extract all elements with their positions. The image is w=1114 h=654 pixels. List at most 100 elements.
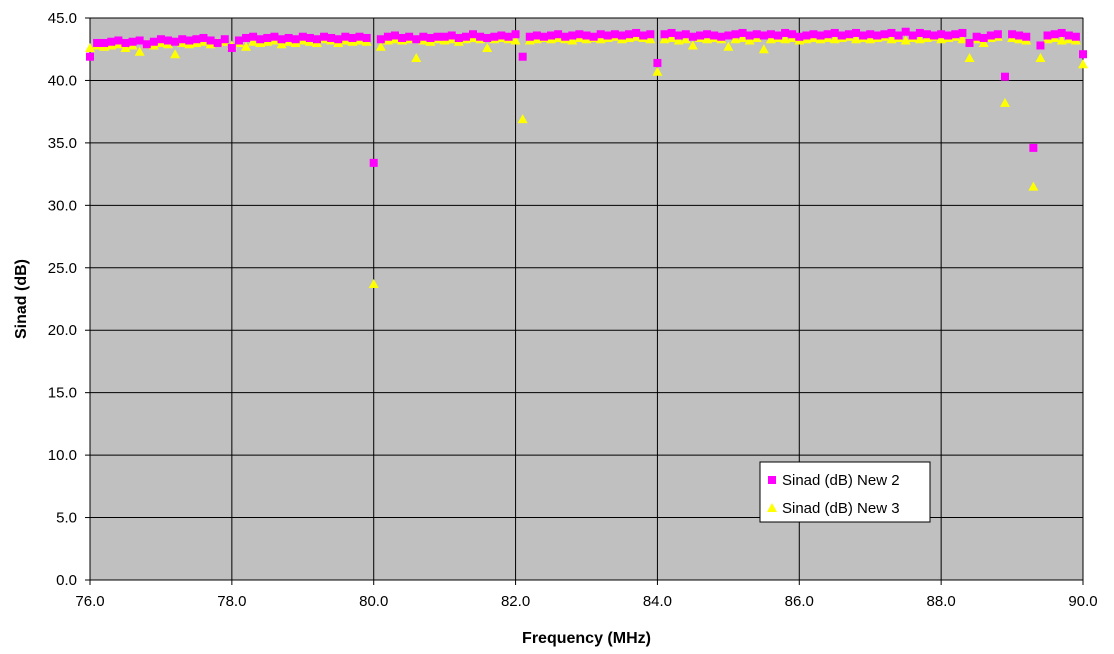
y-tick-label: 35.0 bbox=[48, 135, 77, 152]
data-point-triangle bbox=[411, 52, 422, 62]
data-point-triangle bbox=[482, 42, 493, 52]
data-point-square bbox=[334, 35, 343, 44]
data-point-square bbox=[178, 35, 187, 44]
data-point-square bbox=[596, 30, 605, 39]
data-point-square bbox=[1064, 31, 1073, 40]
data-point-triangle bbox=[765, 34, 776, 44]
data-point-square bbox=[185, 36, 194, 45]
data-point-square bbox=[256, 35, 265, 44]
x-tick-label: 80.0 bbox=[359, 593, 388, 610]
series-1 bbox=[86, 27, 1087, 167]
data-point-square bbox=[908, 31, 917, 40]
series-layer bbox=[85, 27, 1088, 289]
data-point-square bbox=[440, 32, 449, 41]
x-tick-label: 86.0 bbox=[785, 593, 814, 610]
data-point-square bbox=[653, 58, 662, 67]
data-point-square bbox=[390, 31, 399, 40]
data-point-square bbox=[774, 31, 783, 40]
data-point-square bbox=[355, 32, 364, 41]
data-point-square bbox=[866, 30, 875, 39]
data-point-square bbox=[171, 37, 180, 46]
data-point-square bbox=[965, 38, 974, 47]
data-point-triangle bbox=[1056, 35, 1067, 45]
data-point-square bbox=[447, 31, 456, 40]
data-point-triangle bbox=[517, 114, 528, 124]
data-point-triangle bbox=[645, 34, 656, 44]
data-point-square bbox=[206, 36, 215, 45]
data-point-square bbox=[93, 38, 102, 47]
data-point-square bbox=[383, 32, 392, 41]
data-point-triangle bbox=[666, 32, 677, 42]
data-point-triangle bbox=[730, 34, 741, 44]
data-point-square bbox=[724, 31, 733, 40]
data-point-triangle bbox=[85, 42, 95, 52]
data-point-square bbox=[341, 32, 350, 41]
data-point-square bbox=[433, 32, 442, 41]
data-point-square bbox=[568, 31, 577, 40]
data-point-square bbox=[128, 37, 137, 46]
data-point-square bbox=[688, 32, 697, 41]
data-point-triangle bbox=[1028, 181, 1039, 191]
data-point-square bbox=[617, 31, 626, 40]
data-point-triangle bbox=[680, 34, 691, 44]
y-tick-label: 20.0 bbox=[48, 322, 77, 339]
data-point-triangle bbox=[368, 279, 379, 289]
data-point-square bbox=[816, 31, 825, 40]
data-point-triangle bbox=[758, 44, 769, 54]
data-point-square bbox=[554, 30, 563, 39]
data-point-square bbox=[114, 36, 123, 45]
data-point-triangle bbox=[1078, 59, 1088, 69]
data-point-square bbox=[823, 30, 832, 39]
data-point-triangle bbox=[687, 40, 698, 50]
data-point-square bbox=[242, 33, 251, 42]
data-point-triangle bbox=[248, 36, 259, 46]
legend-square-marker-icon bbox=[768, 476, 776, 484]
data-point-square bbox=[745, 31, 754, 40]
data-point-triangle bbox=[375, 41, 386, 51]
data-point-square bbox=[213, 38, 222, 47]
x-tick-label: 90.0 bbox=[1068, 593, 1097, 610]
data-point-triangle bbox=[999, 97, 1010, 107]
data-point-square bbox=[263, 33, 272, 42]
data-point-square bbox=[199, 33, 208, 42]
data-point-square bbox=[277, 35, 286, 44]
y-tick-label: 15.0 bbox=[48, 385, 77, 402]
y-tick-label: 5.0 bbox=[56, 510, 77, 527]
data-point-triangle bbox=[510, 35, 521, 45]
data-point-square bbox=[1071, 32, 1080, 41]
data-point-square bbox=[681, 30, 690, 39]
data-point-square bbox=[312, 35, 321, 44]
data-point-square bbox=[610, 30, 619, 39]
data-point-square bbox=[156, 35, 165, 44]
data-point-triangle bbox=[134, 46, 145, 56]
data-point-triangle bbox=[567, 35, 578, 45]
data-point-triangle bbox=[978, 37, 989, 47]
data-point-square bbox=[972, 32, 981, 41]
data-point-square bbox=[1029, 143, 1038, 152]
data-point-square bbox=[759, 31, 768, 40]
data-point-square bbox=[703, 30, 712, 39]
data-point-square bbox=[284, 33, 293, 42]
data-point-square bbox=[873, 31, 882, 40]
data-point-square bbox=[646, 30, 655, 39]
data-point-square bbox=[398, 33, 407, 42]
data-point-triangle bbox=[744, 35, 755, 45]
data-point-square bbox=[802, 31, 811, 40]
data-point-square bbox=[412, 35, 421, 44]
data-point-triangle bbox=[865, 34, 876, 44]
data-point-square bbox=[497, 31, 506, 40]
data-point-square bbox=[894, 31, 903, 40]
data-point-square bbox=[227, 43, 236, 52]
data-point-square bbox=[632, 28, 641, 37]
legend-box bbox=[759, 461, 931, 523]
data-point-square bbox=[738, 28, 747, 37]
data-point-square bbox=[511, 30, 520, 39]
data-point-square bbox=[795, 32, 804, 41]
data-point-square bbox=[525, 32, 534, 41]
data-point-square bbox=[958, 28, 967, 37]
data-point-square bbox=[234, 36, 243, 45]
data-point-square bbox=[859, 31, 868, 40]
data-point-square bbox=[518, 52, 527, 61]
data-point-triangle bbox=[886, 34, 897, 44]
data-point-square bbox=[766, 30, 775, 39]
